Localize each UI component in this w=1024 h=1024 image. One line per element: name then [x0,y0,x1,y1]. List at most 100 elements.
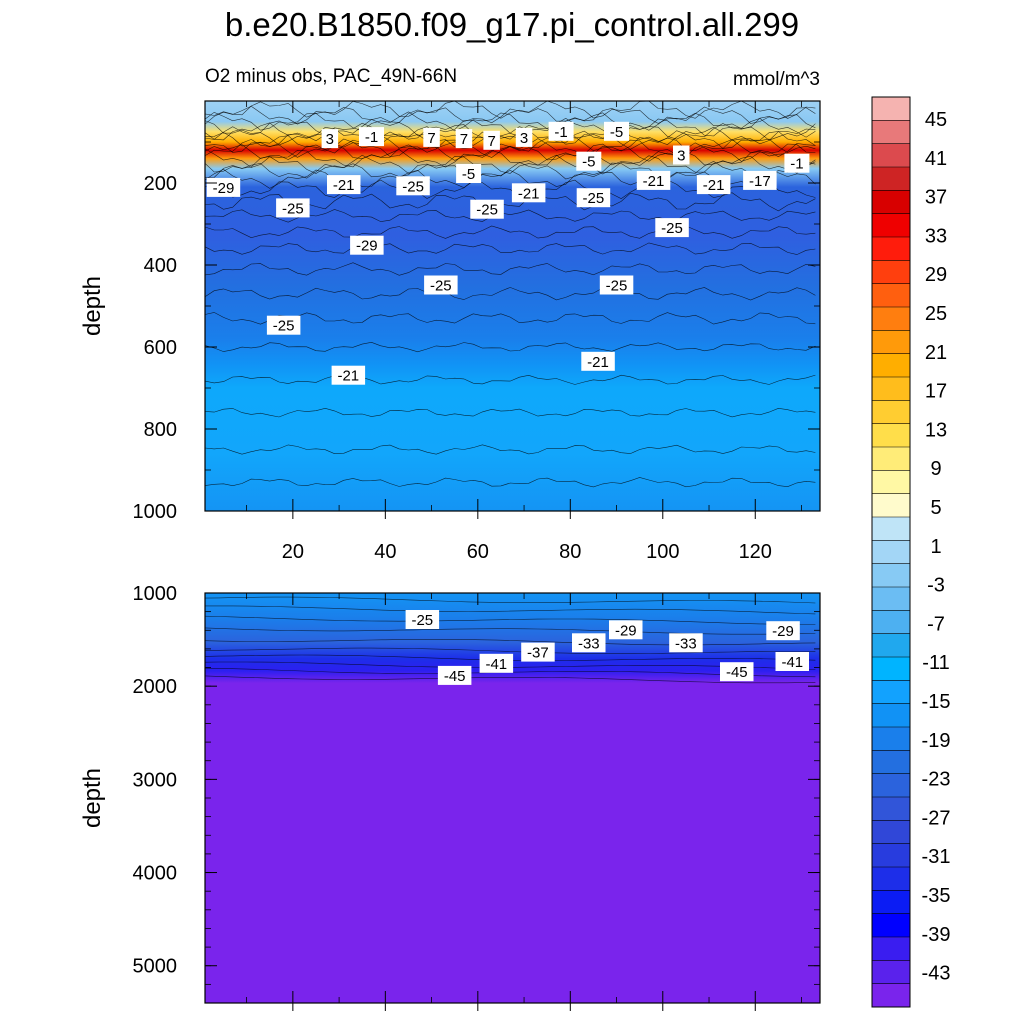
contour-line [204,111,816,132]
contour-label-text: -1 [365,129,378,146]
colorbar-swatch [872,307,910,331]
contour-label: 3 [515,127,533,147]
upper-contour-lines [204,100,816,488]
contour-label: -21 [511,183,546,203]
colorbar-swatch [872,120,910,145]
lower-plot-panel: -25 -29 -33 -33 -29 -37 -41 -41 -45 -45 1000 2000 3… [79,583,821,1011]
contour-line [204,262,816,276]
contour-label-box [327,175,361,195]
contour-label-text: -1 [790,156,803,173]
colorbar-frame [871,96,911,1008]
contour-label-text: 3 [326,131,334,148]
colorbar-swatch [872,237,910,261]
upper-plot-panel: 3 -1 7 7 7 3 -1 -53 -1-5-5-21 -21 -17-29 -21 -25-25-… [79,100,821,563]
contour-label-text: -21 [643,173,665,190]
lower-contour-lines [204,596,816,684]
contour-label: 3 [673,145,690,165]
colorbar-label: 33 [925,225,947,247]
contour-label-box [784,153,810,173]
contour-label-text: -25 [402,178,424,195]
contour-label: -21 [636,170,671,190]
colorbar-swatch [872,447,910,471]
colorbar-swatch [872,843,910,868]
contour-label-box [604,121,629,141]
y-tick-label: 3000 [133,769,178,791]
upper-contour-labels: 3 -1 7 7 7 3 -1 -53 -1-5-5-21 -21 -17-29 -21 -25-25-… [206,121,810,385]
colorbar-swatch [872,727,910,751]
contour-label-box [455,129,473,149]
contour-label: -29 [350,235,384,255]
colorbar-label: 37 [925,187,947,209]
colorbar-swatch [872,657,910,681]
y-tick-label: 2000 [133,676,178,698]
colorbar-label: 25 [925,303,947,325]
contour-line [204,615,816,625]
contour-label: -25 [576,188,611,208]
contour-label-box [276,198,310,218]
y-tick-label: 1000 [133,583,178,605]
contour-line [205,605,816,615]
contour-label-box [581,351,615,371]
contour-label: -29 [766,621,800,641]
colorbar-swatch [872,820,910,845]
colorbar-swatch [872,97,910,121]
colorbar-swatch [872,493,910,518]
colorbar-swatch [872,167,910,191]
y-tick-label: 800 [144,419,177,441]
colorbar-label: -27 [922,807,951,829]
contour-label-box [576,188,611,208]
contour-label-text: 7 [460,131,468,148]
contour-label: -21 [696,175,731,195]
contour-label-box [599,275,634,295]
contour-line [204,627,816,635]
contour-label-box [321,129,339,149]
contour-label: -17 [743,170,777,190]
contour-label: -21 [581,351,615,371]
contour-line [204,596,816,604]
contour-label: -45 [437,665,472,685]
contour-line [204,105,816,125]
contour-label: -5 [576,151,602,171]
colorbar-label: 13 [925,419,947,441]
upper-field [205,101,820,511]
contour-line [204,148,816,168]
contour-label: -1 [359,127,384,147]
colorbar-swatch [872,633,910,658]
colorbar-swatch [872,703,910,728]
contour-label-text: -29 [615,622,637,639]
contour-line [204,100,816,119]
contour-label: -21 [331,365,366,385]
colorbar-swatch [872,680,910,705]
colorbar-swatch [872,143,910,168]
colorbar-label: 17 [925,381,947,403]
figure-title: b.e20.B1850.f09_g17.pi_control.all.299 [225,6,799,43]
contour-line [204,122,816,142]
contour-label-text: 7 [488,133,496,150]
colorbar-swatch [872,400,910,425]
colorbar-label: -35 [922,885,951,907]
contour-label: -29 [609,620,643,640]
colorbar-label: -23 [922,769,951,791]
colorbar: 45 41 37 33 29 25 21 17 13 9 5 1 -3 -7 -11 -15 -19 -23 -27… [871,96,951,1008]
x-tick-label: 80 [559,541,581,563]
contour-label-text: -25 [583,190,605,207]
colorbar-swatch [872,890,910,915]
contour-label: -1 [548,121,574,141]
colorbar-swatch [872,517,910,541]
contour-label-text: 7 [427,130,435,147]
colorbar-label: -3 [927,575,945,597]
colorbar-label: -7 [927,613,945,635]
contour-line [204,675,816,684]
y-tick-label: 400 [144,255,177,277]
contour-label-box [669,633,703,653]
contour-label-text: -25 [476,202,498,219]
contour-line [204,407,816,418]
contour-line [204,225,816,239]
contour-label-box [359,127,384,147]
colorbar-swatch [872,960,910,985]
contour-label: 7 [423,127,440,147]
contour-line [204,638,816,646]
contour-label-box [775,652,809,671]
contour-label-text: -29 [356,238,378,255]
